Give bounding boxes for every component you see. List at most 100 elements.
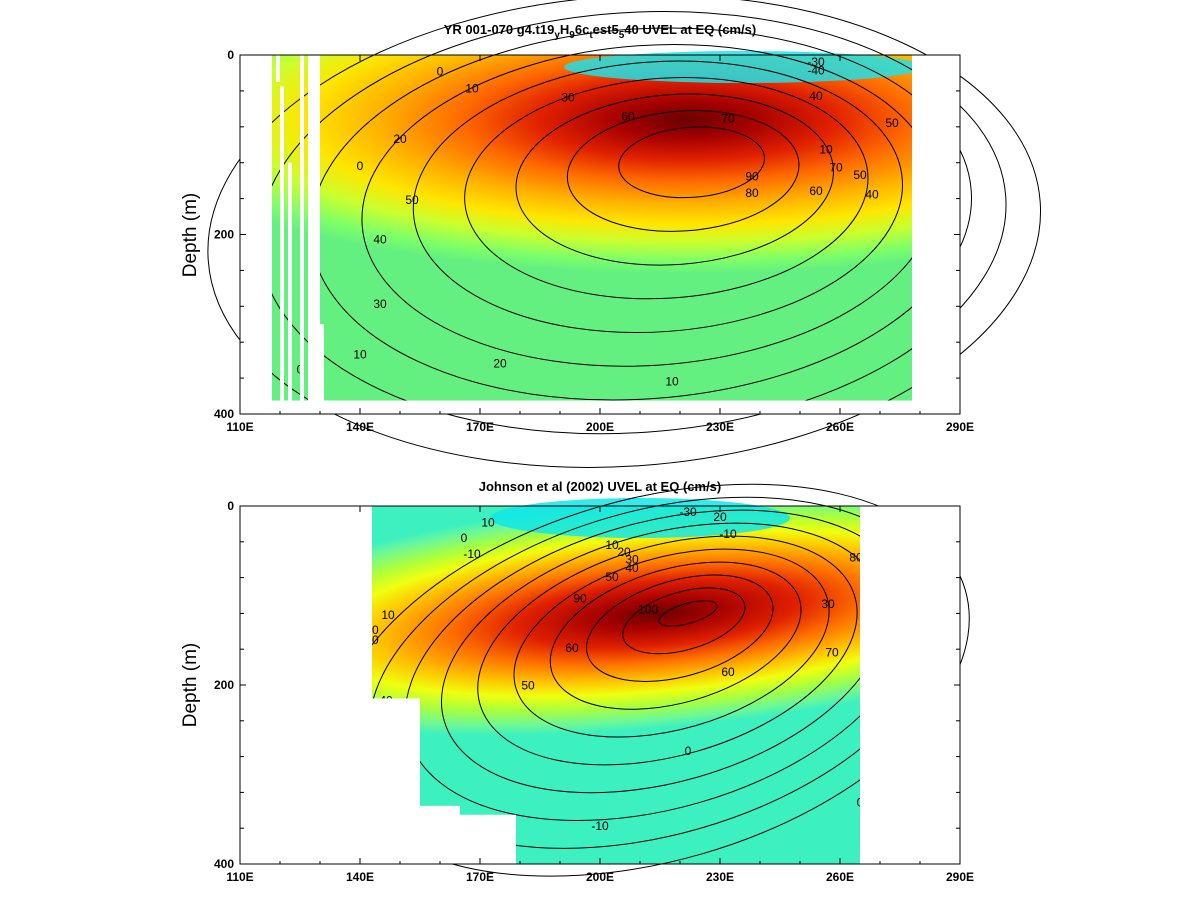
y-tick-label: 400 xyxy=(214,407,234,421)
x-tick-label: 170E xyxy=(466,420,494,434)
x-tick-label: 260E xyxy=(826,420,854,434)
contour-label: 50 xyxy=(605,570,619,584)
contour-label: -10 xyxy=(591,819,609,833)
contour-label: 50 xyxy=(853,168,867,182)
obs-panel: Johnson et al (2002) UVEL at EQ (cm/s) D… xyxy=(180,479,974,884)
contour-label: 30 xyxy=(821,597,835,611)
contour-label: 0 xyxy=(461,531,468,545)
contour-label: 30 xyxy=(373,297,387,311)
westward-flow-band xyxy=(490,498,790,538)
contour-label: 40 xyxy=(625,561,639,575)
velocity-field xyxy=(240,55,960,414)
contour-label: 0 xyxy=(357,159,364,173)
y-tick-label: 0 xyxy=(227,48,234,62)
contour-label: 60 xyxy=(621,110,635,124)
contour-label: 70 xyxy=(825,645,839,659)
contour-label: 70 xyxy=(721,111,735,125)
contour-label: 50 xyxy=(521,678,535,692)
contour-label: 100 xyxy=(638,602,658,616)
contour-line xyxy=(586,574,774,682)
x-tick-label: 140E xyxy=(346,870,374,884)
contour-label: 50 xyxy=(405,193,419,207)
contour-label: 0 xyxy=(685,744,692,758)
contour-label: 30 xyxy=(561,91,575,105)
y-tick-label: 200 xyxy=(214,228,234,242)
contour-label: 40 xyxy=(809,89,823,103)
no-data-mask xyxy=(276,55,280,82)
no-data-mask xyxy=(372,698,420,864)
contour-line xyxy=(207,0,1042,468)
contour-label: 80 xyxy=(849,550,863,564)
contour-line xyxy=(549,561,802,710)
contour-label: 70 xyxy=(829,161,843,175)
obs-title: Johnson et al (2002) UVEL at EQ (cm/s) xyxy=(479,479,722,494)
x-tick-label: 110E xyxy=(226,420,253,434)
contour-label: 10 xyxy=(605,538,619,552)
model-panel: YR 001-070 g4.t19yH96ctest5540 UVEL at E… xyxy=(180,0,1042,468)
contour-label: 20 xyxy=(713,510,727,524)
model-ylabel: Depth (m) xyxy=(180,193,201,277)
contour-label: -40 xyxy=(807,64,825,78)
model-plot-area: -30-400104030607050202010070905020806040… xyxy=(207,0,1042,468)
contour-label: 10 xyxy=(665,374,679,388)
contour-label: -30 xyxy=(807,55,825,69)
contour-label: 10 xyxy=(381,608,395,622)
no-data-mask xyxy=(460,814,516,864)
no-data-mask xyxy=(308,55,320,414)
x-tick-label: 110E xyxy=(226,870,253,884)
x-tick-label: 200E xyxy=(586,870,614,884)
obs-ylabel: Depth (m) xyxy=(180,643,201,727)
contour-label: 10 xyxy=(819,143,833,157)
no-data-mask xyxy=(912,55,960,414)
contour-label: -10 xyxy=(463,547,481,561)
y-tick-label: 400 xyxy=(214,857,234,871)
y-tick-label: 200 xyxy=(214,678,234,692)
x-tick-label: 290E xyxy=(946,870,974,884)
no-data-mask xyxy=(420,805,460,864)
contour-label: 60 xyxy=(809,184,823,198)
contour-line xyxy=(566,110,800,232)
no-data-mask xyxy=(288,162,292,414)
contour-label: 0 xyxy=(437,65,444,79)
x-tick-label: 260E xyxy=(826,870,854,884)
contour-label: 10 xyxy=(353,347,367,361)
x-tick-label: 230E xyxy=(706,420,734,434)
contour-line xyxy=(622,587,746,655)
contour-label: -10 xyxy=(719,527,737,541)
contour-label: 60 xyxy=(721,665,735,679)
no-data-mask xyxy=(320,324,324,414)
no-data-mask xyxy=(280,86,284,414)
no-data-mask xyxy=(240,506,372,864)
x-tick-label: 200E xyxy=(586,420,614,434)
y-tick-label: 0 xyxy=(227,499,234,513)
contour-label: 40 xyxy=(373,232,387,246)
contour-label: 10 xyxy=(481,516,495,530)
x-tick-label: 140E xyxy=(346,420,374,434)
model-title: YR 001-070 g4.t19yH96ctest5540 UVEL at E… xyxy=(444,22,756,41)
contour-label: 40 xyxy=(865,188,879,202)
contour-label: 30 xyxy=(625,552,639,566)
contour-label: 20 xyxy=(493,356,507,370)
obs-plot-area: 100-10-3020-10-100-101020305070102030405… xyxy=(240,483,970,877)
x-tick-label: 290E xyxy=(946,420,974,434)
contour-label: 10 xyxy=(465,82,479,96)
contour-line xyxy=(513,548,830,738)
contour-label: 80 xyxy=(745,186,759,200)
contour-label: -30 xyxy=(679,505,697,519)
contour-label: 20 xyxy=(393,132,407,146)
no-data-mask xyxy=(860,506,960,864)
contour-line xyxy=(477,535,858,766)
westward-flow-band xyxy=(564,51,924,83)
contour-line xyxy=(412,60,903,334)
no-data-mask xyxy=(300,55,304,414)
no-data-mask xyxy=(240,400,960,414)
contour-line xyxy=(515,93,834,266)
contour-label: 50 xyxy=(885,116,899,130)
x-tick-label: 230E xyxy=(706,870,734,884)
x-tick-label: 170E xyxy=(466,870,494,884)
contour-line xyxy=(658,600,718,627)
contour-line xyxy=(618,126,765,199)
contour-label: 90 xyxy=(745,170,759,184)
